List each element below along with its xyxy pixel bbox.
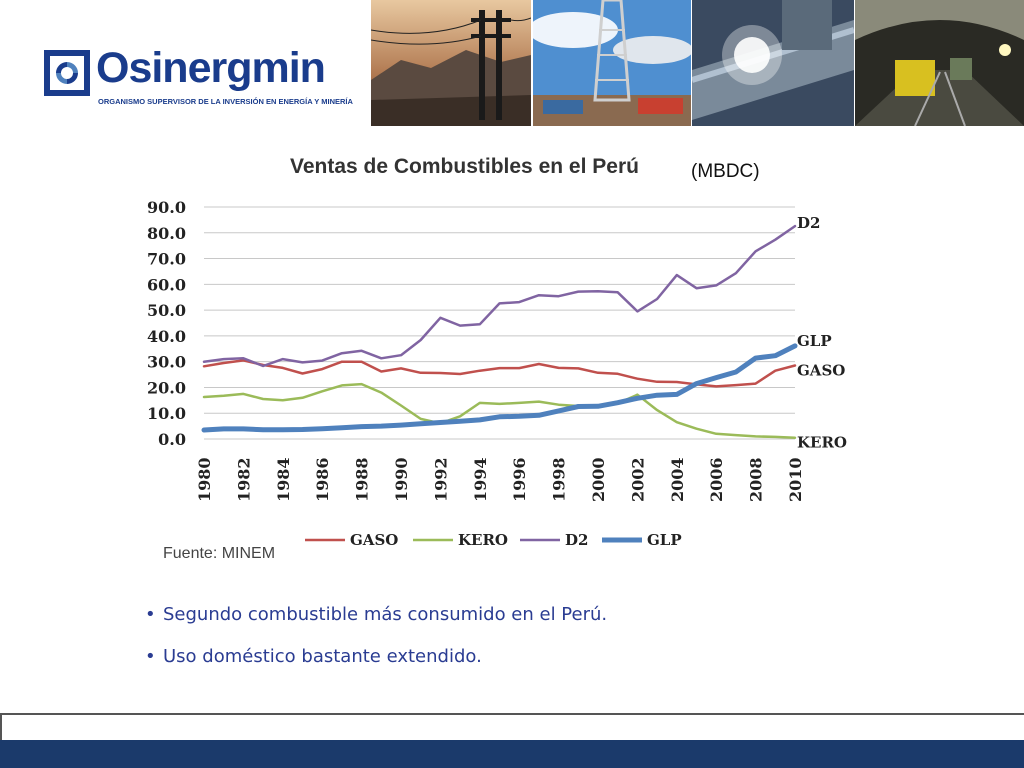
bullet-dot: • <box>145 604 156 625</box>
legend-label-kero: KERO <box>458 531 508 549</box>
x-tick-label: 1990 <box>392 457 411 502</box>
welding-pipe-photo <box>692 0 854 126</box>
y-tick-label: 0.0 <box>158 430 186 449</box>
y-axis-ticks: 90.0 80.0 70.0 60.0 50.0 40.0 30.0 20.0 10.0 0.0 <box>147 198 186 449</box>
x-tick-label: 1986 <box>313 457 332 502</box>
legend-label-gaso: GASO <box>350 531 398 549</box>
y-tick-label: 70.0 <box>147 250 186 269</box>
brand-subtitle: ORGANISMO SUPERVISOR DE LA INVERSIÓN EN … <box>98 97 353 106</box>
bullet-item: • Uso doméstico bastante extendido. <box>145 646 607 667</box>
brand-name: Osinergmin <box>96 44 326 92</box>
end-label-kero: KERO <box>797 434 847 452</box>
legend-label-glp: GLP <box>647 531 682 549</box>
x-tick-label: 1982 <box>234 457 253 502</box>
series-line-d2 <box>202 224 797 368</box>
series-line-kero <box>202 382 797 439</box>
bullet-dot: • <box>145 646 156 667</box>
chart-title: Ventas de Combustibles en el Perú <box>290 155 639 178</box>
osinergmin-logo <box>44 50 90 96</box>
x-tick-label: 2010 <box>786 457 805 502</box>
end-label-glp: GLP <box>797 332 832 350</box>
y-tick-label: 60.0 <box>147 275 186 294</box>
x-tick-label: 1994 <box>471 457 490 502</box>
series-line-glp <box>201 343 798 433</box>
x-tick-label: 2002 <box>628 457 647 502</box>
legend: GASO KERO D2 GLP <box>305 531 682 549</box>
series-lines <box>201 224 798 439</box>
y-tick-label: 10.0 <box>147 404 186 423</box>
bullet-item: • Segundo combustible más consumido en el… <box>145 604 607 625</box>
bullet-text: Uso doméstico bastante extendido. <box>163 646 482 667</box>
fuel-sales-chart: Ventas de Combustibles en el Perú (MBDC)… <box>147 155 847 549</box>
y-tick-label: 90.0 <box>147 198 186 217</box>
x-tick-label: 2008 <box>747 457 766 502</box>
oil-rig-photo <box>533 0 691 126</box>
x-tick-label: 1996 <box>510 457 529 502</box>
legend-label-d2: D2 <box>565 531 588 549</box>
x-tick-label: 2000 <box>589 457 608 502</box>
end-label-gaso: GASO <box>797 362 845 380</box>
y-tick-label: 30.0 <box>147 353 186 372</box>
x-tick-label: 1992 <box>431 457 450 502</box>
x-tick-label: 2006 <box>707 457 726 502</box>
x-axis-ticks: 1980 1982 1984 1986 1988 1990 1992 1994 1996 1998… <box>195 457 805 502</box>
bullet-list: • Segundo combustible más consumido en el… <box>145 604 607 688</box>
source-note: Fuente: MINEM <box>163 545 276 562</box>
y-tick-label: 50.0 <box>147 301 186 320</box>
y-tick-label: 20.0 <box>147 378 186 397</box>
y-tick-label: 40.0 <box>147 327 186 346</box>
mine-tunnel-photo <box>855 0 1024 126</box>
grid-lines <box>204 206 795 440</box>
x-tick-label: 1980 <box>195 457 214 502</box>
footer-bar <box>0 740 1024 768</box>
end-label-d2: D2 <box>797 214 820 232</box>
x-tick-label: 1984 <box>274 457 293 502</box>
power-lines-photo <box>371 0 531 126</box>
footer-divider <box>0 713 1024 741</box>
series-end-labels: D2 GLP GASO KERO <box>797 214 847 452</box>
bullet-text: Segundo combustible más consumido en el … <box>163 604 608 625</box>
y-tick-label: 80.0 <box>147 224 186 243</box>
chart-unit: (MBDC) <box>691 161 760 182</box>
x-tick-label: 1988 <box>353 457 372 502</box>
x-tick-label: 2004 <box>668 457 687 502</box>
x-tick-label: 1998 <box>550 457 569 502</box>
